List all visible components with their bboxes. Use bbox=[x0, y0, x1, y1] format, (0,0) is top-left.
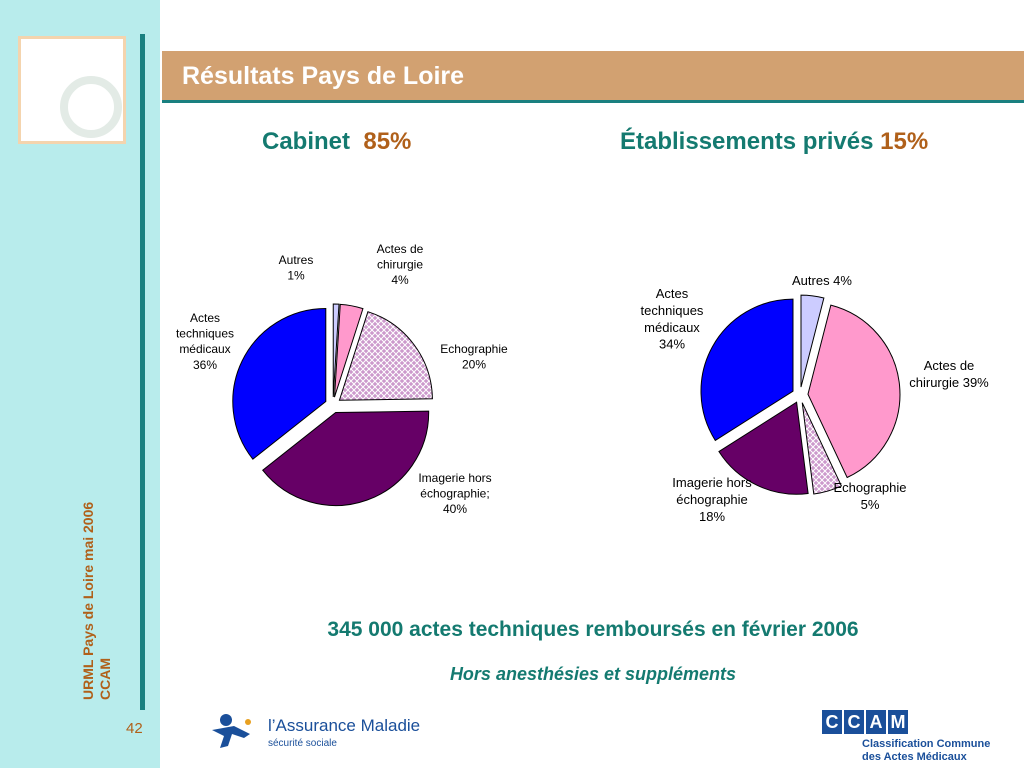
ccam-logo-caption: Classification Commune des Actes Médicau… bbox=[862, 738, 990, 764]
pie-slice-label: Echographie 20% bbox=[440, 342, 508, 372]
heading-cabinet-label: Cabinet bbox=[262, 128, 351, 155]
pie-slice-label: Actes techniques médicaux 36% bbox=[176, 311, 234, 372]
assurance-maladie-sub: sécurité sociale bbox=[268, 738, 337, 749]
sidebar-decor-ring bbox=[60, 76, 122, 138]
pie-slice-label: Actes de chirurgie 4% bbox=[377, 242, 424, 287]
title-underline bbox=[162, 100, 1024, 103]
footer-total: 345 000 actes techniques remboursés en f… bbox=[327, 618, 859, 641]
heading-etablissements: Établissements privés 15% bbox=[620, 128, 928, 156]
heading-cabinet: Cabinet 85% bbox=[262, 128, 411, 156]
pie-slice bbox=[800, 294, 825, 388]
ccam-letter: A bbox=[866, 710, 886, 734]
pie-slice-label: Imagerie hors échographie 18% bbox=[672, 475, 752, 524]
page-number: 42 bbox=[126, 720, 143, 737]
pie-slice-label: Autres 1% bbox=[279, 253, 314, 283]
pie-slice bbox=[338, 311, 433, 401]
pie-slice bbox=[700, 298, 794, 442]
sidebar-divider bbox=[140, 34, 145, 710]
pie-slice-label: Imagerie hors échographie; 40% bbox=[418, 471, 491, 516]
pie-slice-label: Actes de chirurgie 39% bbox=[909, 358, 989, 390]
pie-slice bbox=[807, 304, 901, 479]
pie-slice bbox=[232, 308, 327, 460]
heading-etablissements-label: Établissements privés bbox=[620, 128, 874, 155]
heading-etablissements-value: 15% bbox=[880, 128, 929, 155]
assurance-maladie-logo: l’Assurance Maladie bbox=[268, 716, 421, 735]
ccam-caption-line-1: Classification Commune bbox=[862, 738, 991, 750]
pie-slice bbox=[262, 410, 430, 506]
ccam-logo: C C A M bbox=[822, 710, 908, 734]
sidebar: URML Pays de Loire mai 2006 CCAM 42 bbox=[0, 0, 160, 768]
pie-slice-label: Autres 4% bbox=[792, 273, 852, 288]
ccam-caption-line-2: des Actes Médicaux bbox=[862, 751, 967, 763]
pie-slice bbox=[333, 303, 364, 398]
pie-slice bbox=[801, 402, 843, 495]
pie-slice-label: Actes techniques médicaux 34% bbox=[641, 286, 704, 352]
ccam-letter: C bbox=[844, 710, 864, 734]
heading-cabinet-value: 85% bbox=[363, 128, 412, 155]
title-bar bbox=[162, 51, 1024, 100]
slide-title: Résultats Pays de Loire bbox=[182, 62, 465, 90]
assurance-maladie-logo-icon bbox=[212, 714, 251, 748]
ccam-letter: M bbox=[888, 710, 908, 734]
pie-slice-label: Echographie 5% bbox=[834, 480, 907, 512]
ccam-letter: C bbox=[822, 710, 842, 734]
pie-slice bbox=[332, 303, 340, 398]
pie-slice bbox=[718, 401, 809, 495]
footer-note: Hors anesthésies et suppléments bbox=[449, 664, 737, 684]
